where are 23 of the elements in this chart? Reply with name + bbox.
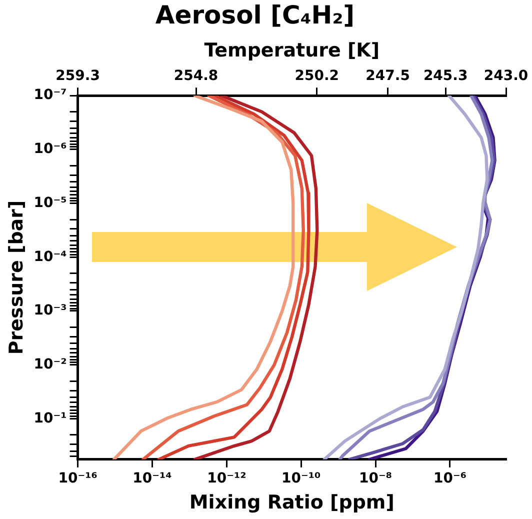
x-tick-label: 10⁻¹⁰ (282, 470, 321, 486)
y-tick-label: 10⁻⁵ (34, 194, 67, 211)
y-axis-title: Pressure [bar] (5, 200, 28, 355)
x2-tick-label: 250.2 (294, 68, 340, 84)
x2-tick-label: 247.5 (366, 68, 410, 84)
chart-title: Aerosol [C₄H₂] (155, 0, 355, 30)
x2-tick-label: 243.0 (484, 68, 528, 84)
y-tick-label: 10⁻² (34, 356, 67, 372)
x-tick-label: 10⁻⁸ (359, 470, 392, 486)
x-tick-label: 10⁻¹⁶ (58, 470, 98, 486)
y-tick-label: 10⁻⁷ (34, 87, 67, 104)
y-tick-label: 10⁻⁶ (34, 141, 67, 158)
x-tick-label: 10⁻¹⁴ (132, 470, 172, 486)
y-tick-label: 10⁻¹ (34, 410, 67, 426)
x-axis-title: Mixing Ratio [ppm] (189, 492, 394, 514)
x2-tick-label: 245.3 (423, 68, 468, 84)
y-tick-label: 10⁻³ (34, 302, 67, 319)
x2-tick-label: 259.3 (56, 68, 100, 84)
x2-tick-label: 254.8 (174, 68, 218, 84)
x-tick-label: 10⁻¹² (207, 470, 246, 486)
x2-axis-title: Temperature [K] (204, 39, 380, 62)
x-tick-label: 10⁻⁶ (433, 470, 466, 486)
y-tick-label: 10⁻⁴ (34, 248, 67, 265)
